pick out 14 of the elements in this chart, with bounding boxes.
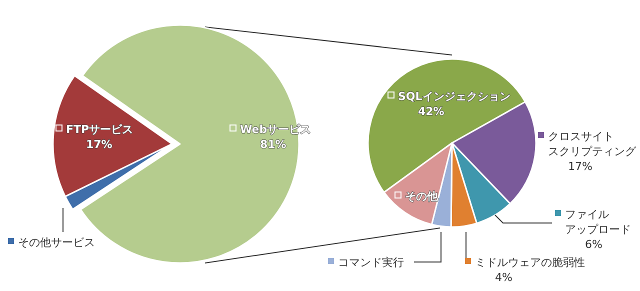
legend-label: コマンド実行 (338, 256, 404, 269)
data-label: 42% (418, 105, 444, 118)
slice-label: FTPサービス (66, 123, 134, 136)
data-label: 17% (86, 138, 112, 151)
data-label: 4% (495, 271, 512, 284)
slice-label: その他 (405, 190, 439, 203)
legend-label: その他サービス (18, 236, 95, 249)
legend-label: ファイルアップロード (565, 208, 631, 236)
data-label: 81% (260, 138, 286, 151)
data-label: 17% (568, 160, 592, 173)
legend-label: クロスサイトスクリプティング (548, 130, 637, 158)
legend-label: ミドルウェアの脆弱性 (475, 256, 585, 269)
data-label: 6% (585, 238, 602, 251)
slice-label: SQLインジェクション (398, 90, 510, 103)
